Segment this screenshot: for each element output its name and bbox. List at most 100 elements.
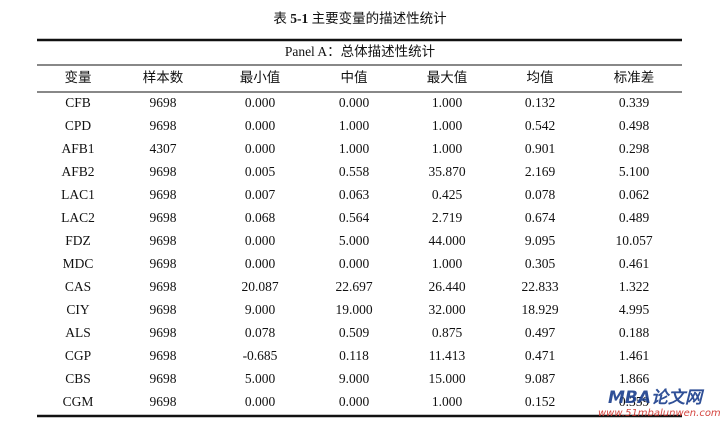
cell: 0.558 (339, 164, 370, 179)
cell: 0.063 (339, 187, 370, 202)
cell: 2.719 (432, 210, 463, 225)
row-label: CGP (65, 348, 91, 363)
column-header: 最小值 (240, 70, 281, 85)
cell: 11.413 (429, 348, 466, 363)
cell: 1.000 (432, 141, 463, 156)
cell: 9698 (150, 394, 177, 409)
cell: 0.461 (619, 256, 649, 271)
cell: 0.298 (619, 141, 650, 156)
cell: 9.000 (245, 302, 276, 317)
cell: 0.132 (525, 95, 555, 110)
cell: 9698 (150, 325, 177, 340)
cell: 9.095 (525, 233, 556, 248)
cell: 15.000 (428, 371, 465, 386)
title-number: 5-1 (290, 11, 308, 26)
cell: 9698 (150, 210, 177, 225)
cell: 9.087 (525, 371, 556, 386)
cell: 0.875 (432, 325, 463, 340)
cell: 9698 (150, 302, 177, 317)
row-label: MDC (63, 256, 94, 271)
cell: 0.000 (245, 118, 276, 133)
cell: 0.497 (525, 325, 556, 340)
title-prefix: 表 (273, 11, 287, 26)
cell: 4.995 (619, 302, 650, 317)
cell: 0.188 (619, 325, 650, 340)
row-label: CIY (66, 302, 90, 317)
cell: 1.322 (619, 279, 649, 294)
column-header: 变量 (65, 70, 92, 85)
cell: 10.057 (615, 233, 652, 248)
table-title: 表 5-1 主要变量的描述性统计 (273, 11, 446, 26)
cell: 1.000 (339, 141, 370, 156)
column-header: 均值 (527, 70, 554, 85)
row-label: ALS (65, 325, 91, 340)
column-header: 标准差 (614, 70, 655, 85)
watermark-brand: MBA论文网 (608, 388, 705, 408)
cell: 0.000 (245, 141, 276, 156)
cell: 26.440 (428, 279, 465, 294)
cell: 0.000 (245, 256, 276, 271)
row-label: CBS (65, 371, 91, 386)
cell: 19.000 (335, 302, 372, 317)
cell: 0.674 (525, 210, 556, 225)
cell: 5.000 (245, 371, 276, 386)
cell: 0.000 (245, 233, 276, 248)
column-header: 最大值 (427, 70, 468, 85)
cell: 9698 (150, 256, 177, 271)
cell: 0.489 (619, 210, 650, 225)
cell: 0.471 (525, 348, 555, 363)
cell: 1.000 (432, 95, 463, 110)
cell: 9.000 (339, 371, 370, 386)
cell: 9698 (150, 348, 177, 363)
cell: 0.339 (619, 95, 650, 110)
cell: 9698 (150, 95, 177, 110)
cell: 0.000 (339, 256, 370, 271)
cell: 22.833 (521, 279, 558, 294)
cell: 0.000 (245, 95, 276, 110)
cell: 0.152 (525, 394, 555, 409)
cell: 0.425 (432, 187, 463, 202)
cell: 18.929 (521, 302, 558, 317)
cell: 9698 (150, 279, 177, 294)
cell: 0.000 (339, 95, 370, 110)
cell: 0.509 (339, 325, 370, 340)
cell: 5.100 (619, 164, 650, 179)
cell: 0.901 (525, 141, 555, 156)
cell: 9698 (150, 118, 177, 133)
cell: 1.000 (432, 256, 463, 271)
table-body: 变量 样本数 最小值 中值 最大值 均值 标准差 CFB 9698 0.000 0.000 1.000… (61, 70, 654, 409)
row-label: CFB (65, 95, 91, 110)
row-label: AFB1 (61, 141, 94, 156)
cell: 1.000 (339, 118, 370, 133)
row-label: LAC1 (61, 187, 95, 202)
cell: 0.078 (245, 325, 276, 340)
cell: 0.564 (339, 210, 370, 225)
cell: 0.007 (245, 187, 276, 202)
cell: 9698 (150, 164, 177, 179)
panel-title: Panel A：总体描述性统计 (285, 44, 435, 59)
row-label: LAC2 (61, 210, 95, 225)
cell: 0.000 (339, 394, 370, 409)
cell: 32.000 (428, 302, 465, 317)
column-header: 样本数 (143, 70, 184, 85)
cell: 0.118 (339, 348, 369, 363)
column-header: 中值 (341, 70, 368, 85)
cell: 2.169 (525, 164, 556, 179)
cell: 0.078 (525, 187, 556, 202)
row-label: CPD (65, 118, 92, 133)
cell: 9698 (150, 233, 177, 248)
cell: 22.697 (335, 279, 372, 294)
cell: 0.000 (245, 394, 276, 409)
cell: 0.305 (525, 256, 556, 271)
cell: 5.000 (339, 233, 370, 248)
cell: 44.000 (428, 233, 465, 248)
cell: 0.359 (619, 394, 650, 409)
cell: 1.461 (619, 348, 649, 363)
cell: 0.005 (245, 164, 276, 179)
cell: -0.685 (243, 348, 278, 363)
cell: 9698 (150, 371, 177, 386)
cell: 0.062 (619, 187, 649, 202)
row-label: AFB2 (61, 164, 94, 179)
cell: 0.068 (245, 210, 276, 225)
